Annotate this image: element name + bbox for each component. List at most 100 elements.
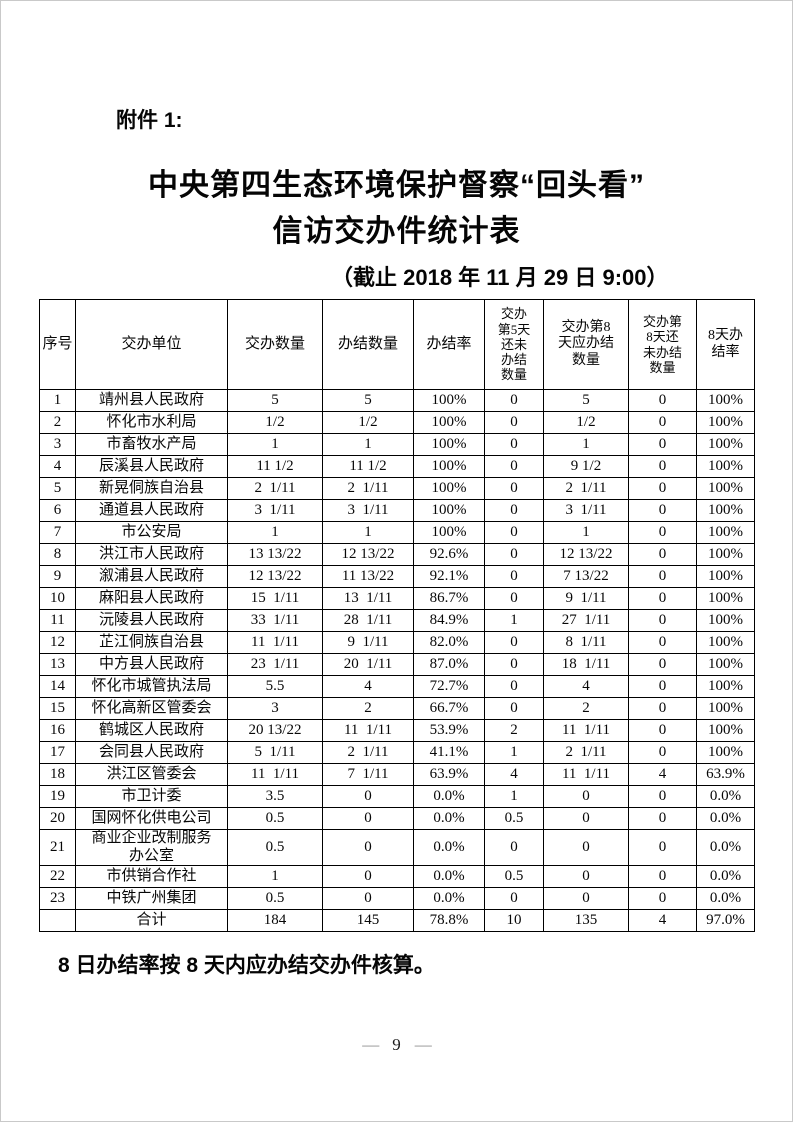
- table-row: 22 市供销合作社 1 0 0.0% 0.5 0 0 0.0%: [39, 865, 755, 889]
- completed-count-cell: 20 1/11: [322, 653, 414, 676]
- table-row: 3 市畜牧水产局 1 1 100% 0 1 0 100%: [39, 433, 755, 456]
- day8-rate-cell: 100%: [696, 477, 755, 500]
- page-number: — 9 —: [1, 1035, 792, 1055]
- day5-pending-cell: 0: [484, 499, 544, 522]
- day5-pending-cell: 0: [484, 411, 544, 434]
- row-index-cell: 9: [39, 565, 76, 588]
- completion-rate-cell: 100%: [413, 411, 485, 434]
- day8-pending-cell: 0: [628, 631, 697, 654]
- table-row: 23 中铁广州集团 0.5 0 0.0% 0 0 0 0.0%: [39, 887, 755, 911]
- completed-count-cell: 145: [322, 909, 414, 933]
- table-row: 20 国网怀化供电公司 0.5 0 0.0% 0.5 0 0 0.0%: [39, 807, 755, 830]
- day8-due-cell: 1: [543, 521, 629, 544]
- day5-pending-cell: 0: [484, 631, 544, 654]
- unit-name-cell: 市卫计委: [75, 785, 228, 808]
- completion-rate-cell: 92.1%: [413, 565, 485, 588]
- day8-due-cell: 0: [543, 828, 629, 867]
- day8-due-cell: 3 1/11: [543, 499, 629, 522]
- table-row: 1 靖州县人民政府 5 5 100% 0 5 0 100%: [39, 389, 755, 412]
- completed-count-cell: 11 13/22: [322, 565, 414, 588]
- table-body: 1 靖州县人民政府 5 5 100% 0 5 0 100% 2 怀化市水利局 1/2 1/2 100% 0 1…: [39, 389, 755, 933]
- day5-pending-cell: 0.5: [484, 865, 544, 889]
- unit-name-cell: 洪江区管委会: [75, 763, 228, 786]
- day5-pending-cell: 1: [484, 609, 544, 632]
- day8-pending-cell: 0: [628, 741, 697, 764]
- day5-pending-cell: 0: [484, 675, 544, 698]
- day8-due-cell: 2 1/11: [543, 477, 629, 500]
- assigned-count-cell: 15 1/11: [227, 587, 323, 610]
- assigned-count-cell: 33 1/11: [227, 609, 323, 632]
- day5-pending-cell: 10: [484, 909, 544, 933]
- completed-count-cell: 7 1/11: [322, 763, 414, 786]
- completion-rate-cell: 100%: [413, 477, 485, 500]
- day5-pending-cell: 0: [484, 477, 544, 500]
- column-header-assigned-count: 交办数量: [227, 299, 323, 390]
- day8-pending-cell: 0: [628, 587, 697, 610]
- assigned-count-cell: 0.5: [227, 887, 323, 911]
- day5-pending-cell: 0: [484, 565, 544, 588]
- assigned-count-cell: 20 13/22: [227, 719, 323, 742]
- day8-pending-cell: 0: [628, 389, 697, 412]
- table-row: 13 中方县人民政府 23 1/11 20 1/11 87.0% 0 18 1/11 0 100…: [39, 653, 755, 676]
- row-index-cell: 8: [39, 543, 76, 566]
- day8-due-cell: 8 1/11: [543, 631, 629, 654]
- row-index-cell: 1: [39, 389, 76, 412]
- day5-pending-cell: 0: [484, 697, 544, 720]
- unit-name-cell: 中铁广州集团: [75, 887, 228, 911]
- row-index-cell: 18: [39, 763, 76, 786]
- day8-due-cell: 1: [543, 433, 629, 456]
- completion-rate-cell: 0.0%: [413, 807, 485, 830]
- day8-due-cell: 0: [543, 887, 629, 911]
- completed-count-cell: 1/2: [322, 411, 414, 434]
- day8-rate-cell: 100%: [696, 653, 755, 676]
- completed-count-cell: 0: [322, 807, 414, 830]
- table-row: 17 会同县人民政府 5 1/11 2 1/11 41.1% 1 2 1/11 0 100%: [39, 741, 755, 764]
- row-index-cell: 6: [39, 499, 76, 522]
- assigned-count-cell: 1: [227, 521, 323, 544]
- table-row: 12 芷江侗族自治县 11 1/11 9 1/11 82.0% 0 8 1/11 0 100%: [39, 631, 755, 654]
- completed-count-cell: 11 1/2: [322, 455, 414, 478]
- day8-due-cell: 1/2: [543, 411, 629, 434]
- table-row: 19 市卫计委 3.5 0 0.0% 1 0 0 0.0%: [39, 785, 755, 808]
- completion-rate-cell: 100%: [413, 433, 485, 456]
- day8-due-cell: 0: [543, 785, 629, 808]
- day8-rate-cell: 100%: [696, 719, 755, 742]
- day8-due-cell: 5: [543, 389, 629, 412]
- day8-due-cell: 18 1/11: [543, 653, 629, 676]
- day8-rate-cell: 100%: [696, 631, 755, 654]
- day8-due-cell: 0: [543, 807, 629, 830]
- day8-pending-cell: 0: [628, 477, 697, 500]
- completion-rate-cell: 100%: [413, 521, 485, 544]
- completion-rate-cell: 53.9%: [413, 719, 485, 742]
- assigned-count-cell: 3.5: [227, 785, 323, 808]
- table-row: 5 新晃侗族自治县 2 1/11 2 1/11 100% 0 2 1/11 0 100%: [39, 477, 755, 500]
- completed-count-cell: 28 1/11: [322, 609, 414, 632]
- day8-rate-cell: 100%: [696, 389, 755, 412]
- day8-due-cell: 27 1/11: [543, 609, 629, 632]
- column-header-day8-pending: 交办第 8天还 未办结 数量: [628, 299, 697, 390]
- day8-pending-cell: 0: [628, 887, 697, 911]
- completed-count-cell: 12 13/22: [322, 543, 414, 566]
- day5-pending-cell: 0.5: [484, 807, 544, 830]
- assigned-count-cell: 1/2: [227, 411, 323, 434]
- table-row: 4 辰溪县人民政府 11 1/2 11 1/2 100% 0 9 1/2 0 100%: [39, 455, 755, 478]
- assigned-count-cell: 5.5: [227, 675, 323, 698]
- completion-rate-cell: 86.7%: [413, 587, 485, 610]
- day8-rate-cell: 0.0%: [696, 865, 755, 889]
- row-index-cell: 3: [39, 433, 76, 456]
- day8-pending-cell: 0: [628, 675, 697, 698]
- page-number-value: 9: [392, 1035, 401, 1054]
- completion-rate-cell: 72.7%: [413, 675, 485, 698]
- day8-due-cell: 135: [543, 909, 629, 933]
- day8-due-cell: 11 1/11: [543, 763, 629, 786]
- completed-count-cell: 1: [322, 521, 414, 544]
- statistics-table: 序号 交办单位 交办数量 办结数量 办结率 交办 第5天 还未 办结 数量 交办…: [39, 299, 755, 933]
- day8-due-cell: 2 1/11: [543, 741, 629, 764]
- column-header-completion-rate: 办结率: [413, 299, 485, 390]
- assigned-count-cell: 1: [227, 433, 323, 456]
- row-index-cell: 10: [39, 587, 76, 610]
- day8-due-cell: 7 13/22: [543, 565, 629, 588]
- assigned-count-cell: 184: [227, 909, 323, 933]
- assigned-count-cell: 3 1/11: [227, 499, 323, 522]
